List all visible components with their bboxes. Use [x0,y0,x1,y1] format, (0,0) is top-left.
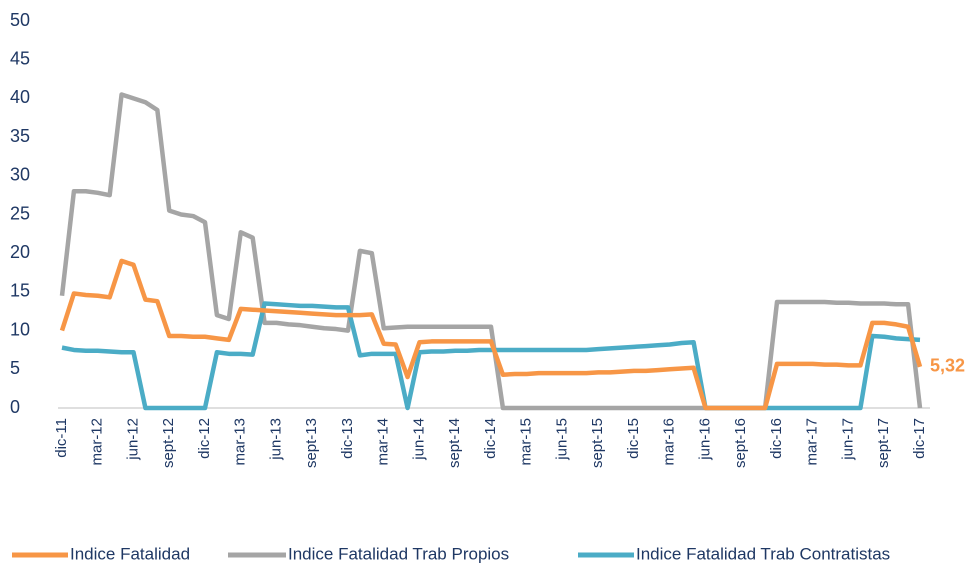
series-line [59,258,923,411]
y-tick-label: 35 [10,126,30,146]
series-line [61,301,921,411]
y-tick-label: 25 [10,203,30,223]
x-tick-label: sept-12 [160,418,177,468]
legend-label: Indice Fatalidad Trab Contratistas [636,544,890,563]
x-tick-label: jun-15 [553,418,570,461]
x-tick-label: sept-13 [303,418,320,468]
y-tick-label: 50 [10,10,30,30]
x-tick-label: mar-14 [375,418,392,466]
x-tick-label: dic-11 [53,418,70,458]
x-tick-label: mar-17 [804,418,821,466]
x-tick-label: dic-15 [625,418,642,459]
x-tick-label: jun-12 [124,418,141,461]
legend-label: Indice Fatalidad [70,544,190,563]
x-tick-label: dic-13 [339,418,356,459]
x-tick-label: sept-17 [875,418,892,468]
x-tick-label: sept-16 [732,418,749,468]
y-tick-label: 0 [10,397,20,417]
x-tick-label: sept-15 [589,418,606,468]
x-tick-label: dic-17 [911,418,928,459]
y-tick-label: 15 [10,281,30,301]
y-tick-label: 30 [10,165,30,185]
x-tick-label: mar-16 [661,418,678,466]
series-line [59,92,923,411]
x-tick-label: jun-13 [267,418,284,461]
y-tick-label: 45 [10,48,30,68]
legend-label: Indice Fatalidad Trab Propios [288,544,509,563]
x-tick-label: mar-12 [89,418,106,466]
y-tick-label: 10 [10,319,30,339]
x-tick-label: jun-16 [696,418,713,461]
x-tick-label: jun-17 [839,418,856,461]
x-tick-label: sept-14 [446,418,463,468]
x-tick-label: dic-16 [768,418,785,459]
y-tick-label: 5 [10,358,20,378]
x-tick-label: jun-14 [410,418,427,461]
y-tick-label: 20 [10,242,30,262]
x-tick-label: dic-12 [196,418,213,459]
x-tick-label: dic-14 [482,418,499,459]
data-label: 5,32 [930,356,965,376]
y-tick-label: 40 [10,87,30,107]
x-tick-label: mar-15 [518,418,535,466]
x-tick-label: mar-13 [232,418,249,466]
